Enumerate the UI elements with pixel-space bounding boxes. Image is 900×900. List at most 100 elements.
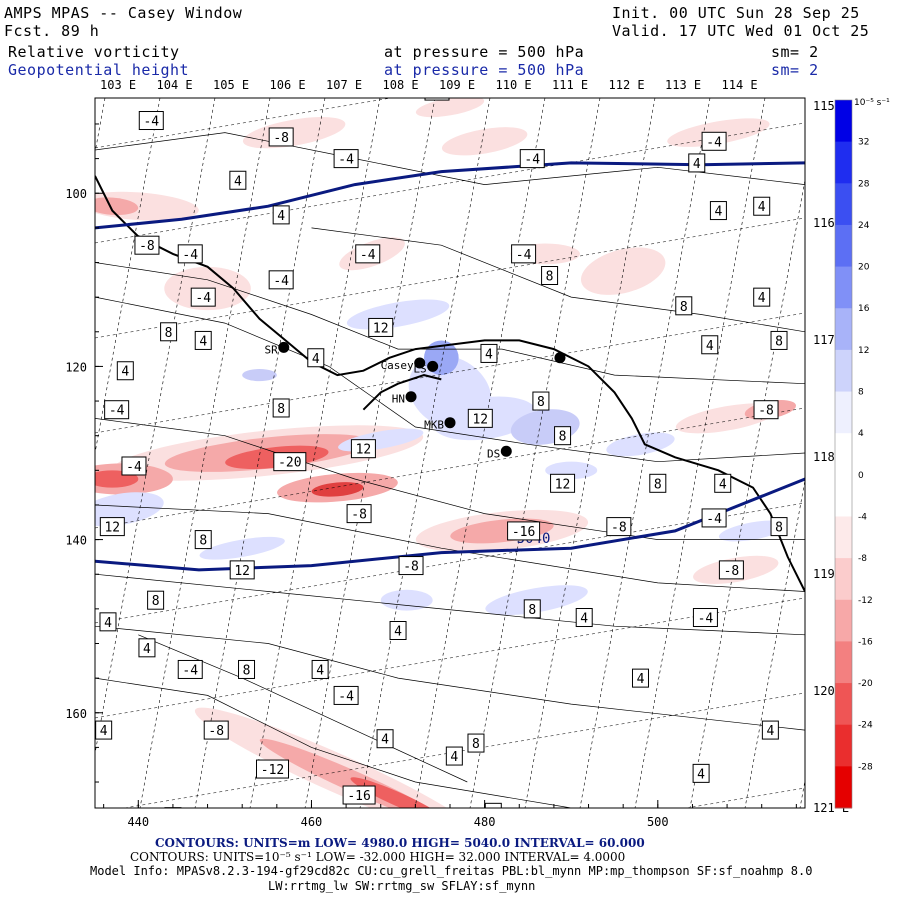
vorticity-label: 4 bbox=[758, 291, 766, 306]
station-label: MKB bbox=[424, 419, 444, 432]
colorbar-tick-label: 16 bbox=[858, 304, 870, 314]
vorticity-label-box bbox=[177, 659, 203, 679]
coastline-path bbox=[95, 175, 805, 592]
longitude-line bbox=[359, 98, 491, 808]
vorticity-label-box bbox=[164, 807, 182, 808]
vorticity-label-box bbox=[194, 330, 212, 350]
lon-label: 112 E bbox=[609, 78, 645, 92]
colorbar-tick-label: 28 bbox=[858, 179, 870, 189]
station-dot bbox=[444, 417, 456, 429]
vorticity-label-box bbox=[256, 759, 289, 779]
vorticity-label: 8 bbox=[537, 395, 545, 410]
vorticity-label-box bbox=[484, 802, 502, 808]
vorticity-label-box bbox=[311, 659, 329, 679]
vorticity-label-box bbox=[753, 287, 771, 307]
longitude-labels: 103 E 104 E 105 E 106 E 107 E 108 E 109 E 110 E… bbox=[100, 78, 758, 92]
y-tick-label: 160 bbox=[65, 707, 87, 721]
vorticity-label: -4 bbox=[698, 612, 714, 627]
vorticity-label-box bbox=[554, 426, 572, 446]
vorticity-label-box bbox=[389, 621, 407, 640]
vorticity-label: 4 bbox=[697, 767, 705, 782]
longitude-line bbox=[634, 98, 766, 808]
vorticity-label-box bbox=[532, 391, 550, 411]
colorbar-tick-label: 12 bbox=[858, 346, 869, 356]
model-title: AMPS MPAS -- Casey Window bbox=[4, 4, 243, 22]
vorticity-label-box bbox=[229, 560, 255, 580]
colorbar-tick-label: -24 bbox=[858, 721, 873, 731]
vorticity-label: 8 bbox=[775, 521, 783, 536]
vorticity-label-box bbox=[606, 517, 632, 537]
vorticity-label: -8 bbox=[351, 508, 367, 523]
lon-label: 103 E bbox=[100, 78, 136, 92]
vorticity-label-box bbox=[268, 127, 294, 147]
longitude-line bbox=[744, 478, 805, 808]
vorticity-label-box bbox=[519, 149, 545, 169]
vorticity-label: -4 bbox=[516, 248, 532, 263]
vorticity-label-box bbox=[701, 508, 727, 528]
vorticity-label-box bbox=[160, 322, 178, 342]
station-label: DS bbox=[487, 447, 500, 460]
longitude-line bbox=[689, 178, 805, 808]
vorticity-shade-blob bbox=[380, 589, 433, 611]
vorticity-label-box bbox=[134, 235, 160, 255]
vorticity-label-box bbox=[770, 517, 788, 537]
vorticity-label-box bbox=[194, 530, 212, 550]
height-contour-info: CONTOURS: UNITS=m LOW= 4980.0 HIGH= 5040… bbox=[155, 836, 645, 850]
colorbar-swatch bbox=[835, 100, 852, 143]
vorticity-label: 4 bbox=[580, 612, 588, 627]
vorticity-label: 4 bbox=[706, 339, 714, 354]
colorbar-swatch bbox=[835, 183, 852, 226]
vorticity-label-box bbox=[238, 659, 256, 679]
init-time: Init. 00 UTC Sun 28 Sep 25 bbox=[612, 4, 860, 22]
field1-smoothing: sm= 2 bbox=[771, 43, 819, 61]
vorticity-label: 8 bbox=[559, 430, 567, 445]
vorticity-label: 12 bbox=[373, 321, 389, 336]
vorticity-label: 4 bbox=[104, 616, 112, 631]
vorticity-label-box bbox=[714, 473, 732, 493]
vorticity-label: 12 bbox=[104, 521, 120, 536]
x-tick-label: 440 bbox=[127, 815, 149, 829]
vorticity-label: -8 bbox=[758, 404, 774, 419]
vorticity-label-box bbox=[99, 612, 117, 632]
vorticity-label-box bbox=[575, 608, 593, 628]
vorticity-label: -16 bbox=[347, 789, 370, 804]
vorticity-contour-line bbox=[95, 418, 805, 540]
lon-label: 104 E bbox=[157, 78, 193, 92]
vorticity-label-box bbox=[550, 473, 576, 493]
station-dot bbox=[427, 360, 439, 372]
vorticity-label: 8 bbox=[165, 326, 173, 341]
axes: 440 460 480 500 100 120 140 160 bbox=[65, 123, 797, 829]
vorticity-label: 4 bbox=[312, 352, 320, 367]
colorbar-swatch bbox=[835, 683, 852, 726]
station-label: Casey bbox=[381, 359, 414, 372]
colorbar-tick-label: 24 bbox=[858, 221, 870, 231]
lat-lon-grid bbox=[95, 98, 805, 808]
colorbar-swatch bbox=[835, 266, 852, 309]
colorbar-tick-label: 4 bbox=[858, 429, 864, 439]
vorticity-label-box bbox=[342, 785, 376, 805]
vorticity-contour-line bbox=[95, 504, 805, 592]
field2-name: Geopotential height bbox=[8, 61, 190, 79]
colorbar-swatch bbox=[835, 391, 852, 434]
vorticity-label-box bbox=[424, 98, 450, 101]
y-tick-label: 140 bbox=[65, 534, 87, 548]
vorticity-label: -4 bbox=[338, 153, 354, 168]
vorticity-label: 4 bbox=[143, 642, 151, 657]
colorbar-swatch bbox=[835, 224, 852, 268]
vorticity-label-box bbox=[376, 729, 394, 749]
vorticity-label-box bbox=[398, 556, 424, 576]
vorticity-label-box bbox=[692, 763, 710, 783]
vorticity-shading bbox=[95, 98, 796, 808]
colorbar-tick-label: -16 bbox=[858, 637, 873, 647]
vorticity-label-box bbox=[147, 590, 165, 610]
vorticity-label: -4 bbox=[143, 115, 159, 130]
vorticity-label-box bbox=[480, 343, 498, 363]
vorticity-label-box bbox=[121, 456, 147, 476]
vorticity-label-box bbox=[272, 398, 290, 418]
vorticity-label: 8 bbox=[152, 594, 160, 609]
vorticity-label: 4 bbox=[758, 200, 766, 215]
vorticity-label: -4 bbox=[182, 248, 198, 263]
height-contour-5040 bbox=[95, 161, 805, 230]
vorticity-label-box bbox=[333, 149, 359, 169]
vorticity-label: -8 bbox=[208, 724, 224, 739]
